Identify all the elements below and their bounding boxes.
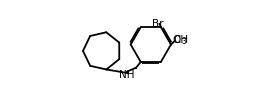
Text: NH: NH [118,70,134,80]
Text: CH: CH [172,35,187,45]
Text: O: O [172,35,180,45]
Text: 3: 3 [181,37,186,46]
Text: Br: Br [152,19,163,29]
